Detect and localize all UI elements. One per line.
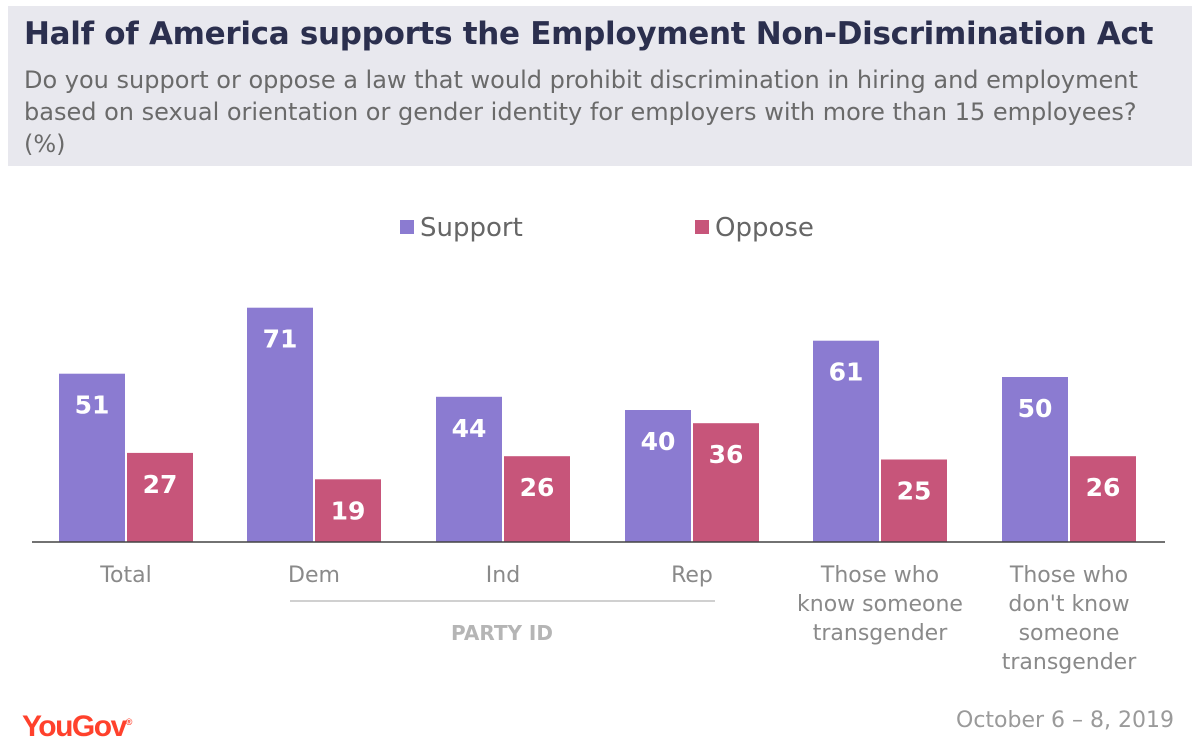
data-label-support-4: 61 (829, 358, 864, 387)
category-label-2: Ind (486, 563, 520, 588)
bar-oppose-3 (693, 423, 759, 542)
bar-oppose-2 (504, 456, 570, 542)
data-label-oppose-1: 19 (331, 496, 366, 525)
legend-swatch-support (400, 220, 414, 234)
survey-date: October 6 – 8, 2019 (956, 708, 1174, 733)
legend-swatch-oppose (695, 220, 709, 234)
header-panel: Half of America supports the Employment … (8, 6, 1192, 166)
bar-support-5 (1002, 377, 1068, 542)
category-label-0: Total (99, 563, 151, 588)
category-label-1: Dem (288, 563, 340, 588)
data-label-support-0: 51 (75, 391, 110, 420)
data-label-support-3: 40 (641, 427, 676, 456)
data-label-oppose-4: 25 (897, 477, 932, 506)
bar-oppose-4 (881, 459, 947, 542)
data-label-support-5: 50 (1018, 394, 1053, 423)
bar-oppose-0 (127, 452, 193, 542)
bar-oppose-5 (1070, 456, 1136, 542)
yougov-logo: YouGov® (22, 710, 133, 743)
chart-title: Half of America supports the Employment … (24, 16, 1154, 52)
category-label-4: Those who know someone transgender (797, 563, 963, 646)
bar-support-1 (247, 307, 313, 542)
data-label-support-1: 71 (263, 325, 298, 354)
bar-support-4 (813, 340, 879, 542)
party-id-label: PARTY ID (451, 621, 553, 645)
data-label-oppose-5: 26 (1086, 473, 1121, 502)
bar-support-2 (436, 396, 502, 542)
legend-label-oppose: Oppose (715, 213, 814, 243)
brand-text: YouGov (22, 710, 127, 743)
data-label-oppose-2: 26 (520, 473, 555, 502)
legend-label-support: Support (420, 213, 523, 243)
bar-support-3 (625, 410, 691, 542)
data-label-support-2: 44 (452, 414, 487, 443)
bar-oppose-1 (315, 479, 381, 542)
category-label-3: Rep (671, 563, 713, 588)
data-label-oppose-0: 27 (143, 470, 178, 499)
data-label-oppose-3: 36 (709, 440, 744, 469)
bar-support-0 (59, 373, 125, 542)
chart-subtitle: Do you support or oppose a law that woul… (24, 66, 1138, 158)
category-label-5: Those who don't know someone transgender (1002, 563, 1138, 675)
